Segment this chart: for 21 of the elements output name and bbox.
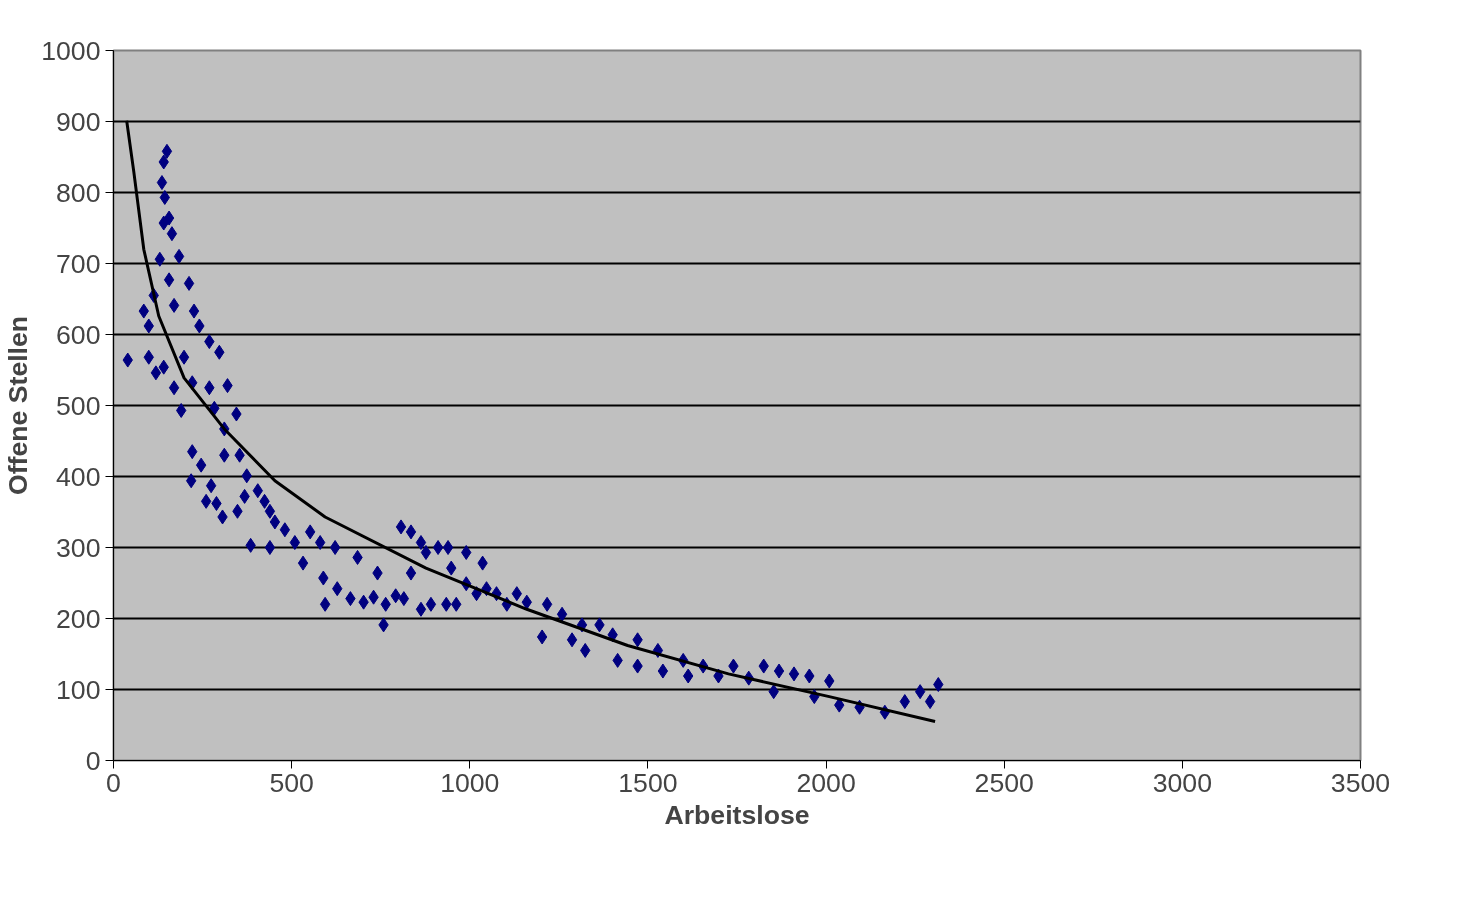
x-tick-label: 2500 [974,767,1034,798]
y-tick-label: 800 [56,177,101,208]
x-tick-label: 500 [269,767,314,798]
x-tick-label: 1000 [440,767,500,798]
y-tick-label: 300 [56,532,101,563]
y-tick-label: 900 [56,106,101,137]
y-tick-label: 600 [56,319,101,350]
x-tick-label: 2000 [796,767,856,798]
y-tick-label: 700 [56,248,101,279]
x-axis-title: Arbeitslose [664,799,810,830]
y-tick-label: 100 [56,674,101,705]
x-tick-label: 1500 [618,767,678,798]
y-tick-label: 400 [56,461,101,492]
y-axis-title: Offene Stellen [3,315,34,496]
x-tick-label: 3500 [1330,767,1391,798]
y-tick-label: 500 [56,390,101,421]
y-tick-label: 0 [85,745,101,776]
x-tick-label: 0 [106,767,121,798]
y-tick-label: 200 [56,603,101,634]
x-tick-label: 3000 [1152,767,1213,798]
y-tick-label: 1000 [41,35,101,66]
